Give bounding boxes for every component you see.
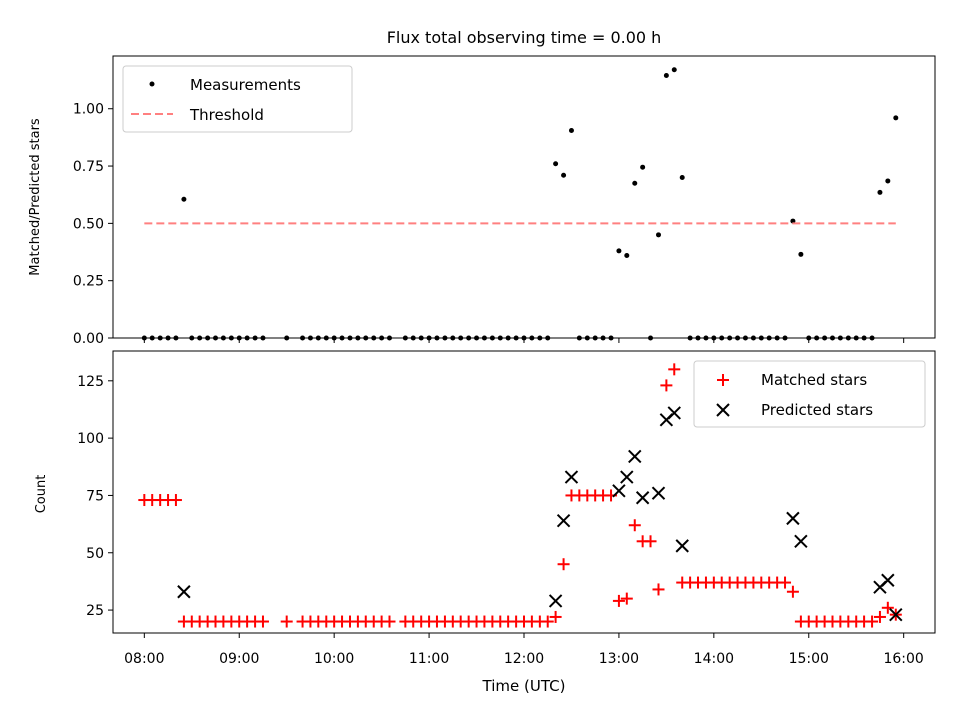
predicted-stars-point — [889, 607, 903, 622]
legend-measurements-label: Measurements — [190, 76, 301, 94]
measurements-point — [632, 180, 638, 186]
bottom-x-ticks: 08:00 09:00 10:00 11:00 12:00 13:00 14:00 15:00… — [124, 633, 924, 667]
predicted-stars-point — [612, 484, 626, 498]
measurements-point — [640, 164, 646, 170]
top-legend: Measurements Threshold — [122, 65, 353, 133]
bottom-y-tick-label: 100 — [77, 431, 104, 447]
predicted-stars-point — [675, 539, 689, 553]
legend-measurements-marker — [149, 81, 155, 87]
matched-stars-point — [541, 615, 554, 628]
measurements-point — [893, 115, 899, 121]
predicted-stars-point — [635, 491, 650, 505]
legend-matched-label: Matched stars — [761, 371, 867, 389]
matched-stars-point — [549, 610, 562, 623]
top-y-tick-label: 0.00 — [73, 331, 104, 347]
bottom-x-tick-label: 15:00 — [789, 651, 829, 667]
legend-predicted-label: Predicted stars — [761, 401, 873, 419]
bottom-y-tick-label: 125 — [77, 374, 104, 390]
predicted-stars-point — [548, 594, 563, 608]
top-y-tick-label: 0.50 — [73, 216, 104, 232]
matched-stars-point — [612, 594, 625, 607]
predicted-stars-point — [556, 513, 571, 528]
predicted-stars-point — [786, 511, 800, 526]
bottom-legend-box — [693, 360, 926, 428]
bottom-x-axis-label: Time (UTC) — [482, 677, 566, 695]
predicted-stars-point — [177, 585, 191, 599]
bottom-y-axis-label: Count — [34, 475, 49, 514]
matched-stars-point — [866, 615, 879, 628]
bottom-y-ticks: 25 50 75 100 125 — [77, 374, 113, 619]
matched-stars-point — [557, 558, 570, 571]
bottom-x-tick-label: 13:00 — [599, 651, 639, 667]
measurements-point — [798, 251, 804, 257]
legend-threshold-label: Threshold — [189, 106, 264, 124]
bottom-x-tick-label: 11:00 — [409, 651, 449, 667]
predicted-stars-point — [667, 406, 681, 420]
top-plot-frame — [112, 55, 936, 339]
matched-stars-point — [668, 363, 681, 376]
legend-predicted-marker — [716, 403, 730, 417]
top-y-axis-label: Matched/Predicted stars — [28, 118, 43, 276]
matched-stars-point — [652, 583, 665, 596]
bottom-chart-panel: Count Time (UTC) 25 50 75 100 125 08:00 09:00… — [34, 350, 936, 695]
top-y-tick-label: 0.25 — [73, 274, 104, 290]
matched-stars-point — [660, 379, 673, 392]
measurements-point — [656, 232, 662, 238]
bottom-x-tick-label: 08:00 — [124, 651, 164, 667]
measurements-point — [790, 218, 796, 224]
predicted-stars-point — [651, 486, 666, 500]
bottom-x-tick-label: 12:00 — [504, 651, 544, 667]
measurements-point — [885, 178, 891, 184]
matched-stars-point — [620, 592, 633, 605]
predicted-stars-point — [628, 449, 642, 464]
matched-stars-point — [256, 615, 269, 628]
bottom-x-tick-label: 14:00 — [694, 651, 734, 667]
bottom-x-tick-label: 16:00 — [883, 651, 923, 667]
measurements-point — [624, 252, 630, 258]
top-chart-title: Flux total observing time = 0.00 h — [387, 28, 662, 47]
bottom-y-tick-label: 50 — [86, 546, 104, 562]
top-y-ticks: 0.00 0.25 0.50 0.75 1.00 — [73, 102, 113, 347]
top-legend-box — [122, 65, 353, 133]
matched-stars-point — [383, 615, 396, 628]
bottom-series — [138, 363, 903, 628]
matched-stars-point — [280, 615, 293, 628]
top-y-tick-label: 0.75 — [73, 159, 104, 175]
predicted-stars-point — [620, 470, 634, 484]
top-y-tick-label: 1.00 — [73, 102, 104, 118]
matched-stars-point — [169, 494, 182, 507]
measurements-point — [181, 196, 187, 202]
measurements-point — [671, 67, 677, 73]
predicted-stars-point — [794, 534, 808, 548]
matched-stars-point — [628, 519, 641, 532]
bottom-y-tick-label: 25 — [86, 603, 104, 619]
measurements-point — [616, 248, 622, 254]
bottom-legend: Matched stars Predicted stars — [693, 360, 926, 428]
bottom-y-tick-label: 75 — [86, 488, 104, 504]
bottom-x-tick-label: 10:00 — [314, 651, 354, 667]
predicted-stars-point — [564, 470, 579, 484]
matched-stars-point — [779, 576, 792, 589]
bottom-plot-frame — [112, 350, 936, 634]
measurements-point — [553, 161, 559, 167]
legend-matched-marker — [717, 374, 729, 386]
predicted-stars-point — [881, 573, 895, 587]
measurements-point — [568, 128, 574, 134]
matched-stars-point — [881, 601, 894, 614]
measurements-point — [561, 172, 567, 178]
matched-stars-point — [786, 585, 799, 598]
bottom-x-tick-label: 09:00 — [219, 651, 259, 667]
measurements-point — [663, 72, 669, 78]
matched-stars-point — [873, 610, 886, 623]
measurements-point — [679, 175, 685, 181]
measurements-point — [877, 189, 883, 195]
matched-stars-point — [644, 535, 657, 548]
top-chart-panel: Flux total observing time = 0.00 h Match… — [28, 28, 936, 347]
top-series — [141, 67, 899, 341]
